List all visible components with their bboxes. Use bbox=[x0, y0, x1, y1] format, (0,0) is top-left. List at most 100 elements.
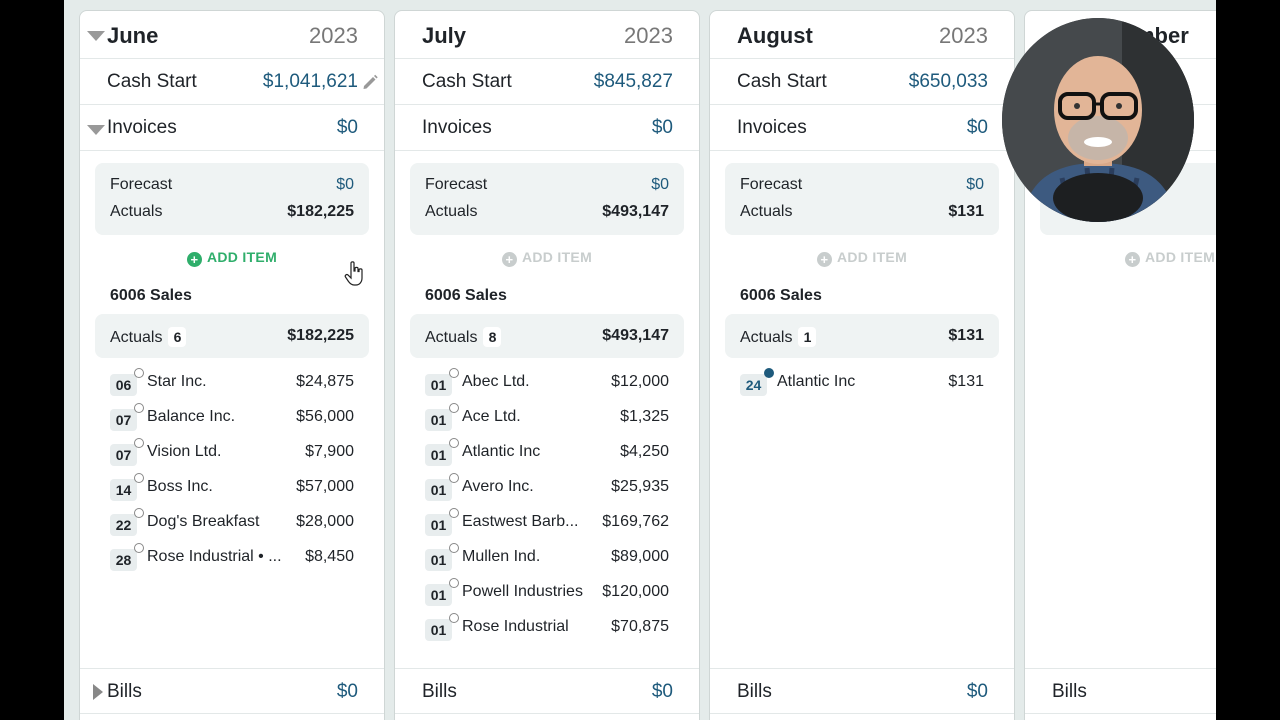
day-badge: 28 bbox=[110, 549, 137, 571]
invoices-label: Invoices bbox=[737, 117, 807, 138]
list-item[interactable]: 01 Avero Inc. $25,935 bbox=[425, 473, 669, 512]
item-name: Abec Ltd. bbox=[462, 373, 530, 390]
year-label: 2023 bbox=[624, 23, 673, 48]
list-item[interactable]: 01 Abec Ltd. $12,000 bbox=[425, 368, 669, 407]
bills-row[interactable]: Bills bbox=[1025, 668, 1216, 714]
bills-row[interactable]: Bills $0 bbox=[710, 668, 1014, 714]
status-circle-icon[interactable] bbox=[449, 473, 459, 483]
list-item[interactable]: 01 Atlantic Inc $4,250 bbox=[425, 438, 669, 477]
pencil-icon[interactable] bbox=[361, 73, 379, 91]
item-amount: $24,875 bbox=[296, 373, 354, 390]
forecast-actuals-box: Forecast $0 Actuals $182,225 bbox=[95, 163, 369, 235]
item-amount: $70,875 bbox=[611, 618, 669, 635]
bills-row[interactable]: Bills $0 bbox=[395, 668, 699, 714]
month-column-august: August 2023 Cash Start $650,033 Invoices… bbox=[709, 10, 1015, 720]
section-actuals-label: Actuals bbox=[110, 329, 163, 346]
day-badge: 07 bbox=[110, 444, 137, 466]
status-circle-icon[interactable] bbox=[134, 368, 144, 378]
column-header[interactable]: August 2023 bbox=[710, 11, 1014, 59]
item-name: Powell Industries bbox=[462, 583, 583, 600]
list-item[interactable]: 01 Eastwest Barb... $169,762 bbox=[425, 508, 669, 547]
status-circle-icon[interactable] bbox=[134, 508, 144, 518]
month-column-july: July 2023 Cash Start $845,827 Invoices $… bbox=[394, 10, 700, 720]
cash-start-value: $1,041,621 bbox=[262, 71, 358, 92]
forecast-value: $0 bbox=[966, 176, 984, 193]
list-item[interactable]: 01 Mullen Ind. $89,000 bbox=[425, 543, 669, 582]
status-circle-icon[interactable] bbox=[449, 578, 459, 588]
status-circle-icon[interactable] bbox=[134, 543, 144, 553]
status-circle-icon[interactable] bbox=[134, 438, 144, 448]
status-circle-icon[interactable] bbox=[449, 613, 459, 623]
day-badge: 01 bbox=[425, 374, 452, 396]
column-header[interactable]: June 2023 bbox=[80, 11, 384, 59]
list-item[interactable]: 01 Rose Industrial $70,875 bbox=[425, 613, 669, 652]
list-item[interactable]: 01 Ace Ltd. $1,325 bbox=[425, 403, 669, 442]
invoices-row[interactable]: Invoices $0 bbox=[710, 105, 1014, 151]
item-name: Rose Industrial bbox=[462, 618, 569, 635]
collapse-chevron-down-icon[interactable] bbox=[87, 31, 105, 41]
invoices-row[interactable]: Invoices $0 bbox=[80, 105, 384, 151]
invoices-row[interactable]: Invoices $0 bbox=[395, 105, 699, 151]
cash-start-row: Cash Start $1,041,621 bbox=[80, 59, 384, 105]
status-circle-icon[interactable] bbox=[449, 438, 459, 448]
plus-circle-icon: + bbox=[501, 252, 517, 267]
add-item-label: ADD ITEM bbox=[836, 249, 908, 265]
invoices-label: Invoices bbox=[422, 117, 492, 138]
item-amount: $25,935 bbox=[611, 478, 669, 495]
cash-start-value: $650,033 bbox=[908, 71, 988, 92]
invoices-value: $0 bbox=[966, 117, 988, 138]
item-amount: $131 bbox=[948, 373, 984, 390]
add-item-button[interactable]: + ADD ITEM bbox=[710, 249, 1014, 267]
list-item[interactable]: 06 Star Inc. $24,875 bbox=[110, 368, 354, 407]
cash-start-row: Cash Start $845,827 bbox=[395, 59, 699, 105]
section-actuals-value: $493,147 bbox=[602, 327, 669, 344]
add-item-button[interactable]: + ADD ITEM bbox=[395, 249, 699, 267]
list-item[interactable]: 22 Dog's Breakfast $28,000 bbox=[110, 508, 354, 547]
bills-value: $0 bbox=[966, 681, 988, 702]
status-circle-icon[interactable] bbox=[449, 508, 459, 518]
item-name: Atlantic Inc bbox=[462, 443, 541, 460]
year-label: 2023 bbox=[309, 23, 358, 48]
add-item-label: ADD ITEM bbox=[1145, 249, 1216, 265]
bills-value: $0 bbox=[336, 681, 358, 702]
item-name: Star Inc. bbox=[147, 373, 207, 390]
actuals-value: $182,225 bbox=[287, 203, 354, 220]
bills-label: Bills bbox=[1052, 681, 1087, 702]
bills-label: Bills bbox=[107, 681, 142, 702]
invoice-list: 06 Star Inc. $24,875 07 Balance Inc. $56,000… bbox=[110, 368, 354, 582]
bills-row[interactable]: Bills $0 bbox=[80, 668, 384, 714]
forecast-value: $0 bbox=[336, 176, 354, 193]
column-header[interactable]: July 2023 bbox=[395, 11, 699, 59]
section-actuals-box[interactable]: Actuals 6 $182,225 bbox=[95, 314, 369, 358]
list-item[interactable]: 07 Balance Inc. $56,000 bbox=[110, 403, 354, 442]
add-item-button[interactable]: + ADD ITEM bbox=[80, 249, 384, 267]
add-item-button[interactable]: + ADD ITEM bbox=[1125, 249, 1216, 267]
list-item[interactable]: 14 Boss Inc. $57,000 bbox=[110, 473, 354, 512]
section-actuals-box[interactable]: Actuals 1 $131 bbox=[725, 314, 999, 358]
actuals-value: $131 bbox=[948, 203, 984, 220]
invoices-chevron-down-icon[interactable] bbox=[87, 125, 105, 135]
add-item-label: ADD ITEM bbox=[521, 249, 593, 265]
invoices-value: $0 bbox=[651, 117, 673, 138]
status-circle-icon[interactable] bbox=[449, 543, 459, 553]
status-circle-icon[interactable] bbox=[134, 473, 144, 483]
section-actuals-box[interactable]: Actuals 8 $493,147 bbox=[410, 314, 684, 358]
list-item[interactable]: 07 Vision Ltd. $7,900 bbox=[110, 438, 354, 477]
add-item-label: ADD ITEM bbox=[206, 249, 278, 265]
item-name: Balance Inc. bbox=[147, 408, 236, 425]
item-amount: $120,000 bbox=[602, 583, 669, 600]
month-title: June bbox=[107, 23, 159, 48]
item-name: Vision Ltd. bbox=[147, 443, 222, 460]
day-badge: 14 bbox=[110, 479, 137, 501]
list-item[interactable]: 24 Atlantic Inc $131 bbox=[740, 368, 984, 407]
chevron-right-icon[interactable] bbox=[93, 684, 103, 700]
pointer-cursor-icon bbox=[344, 261, 363, 286]
status-circle-icon[interactable] bbox=[764, 368, 774, 378]
day-badge: 24 bbox=[740, 374, 767, 396]
item-amount: $1,325 bbox=[620, 408, 669, 425]
status-circle-icon[interactable] bbox=[449, 368, 459, 378]
list-item[interactable]: 28 Rose Industrial • ... $8,450 bbox=[110, 543, 354, 582]
status-circle-icon[interactable] bbox=[134, 403, 144, 413]
status-circle-icon[interactable] bbox=[449, 403, 459, 413]
list-item[interactable]: 01 Powell Industries $120,000 bbox=[425, 578, 669, 617]
